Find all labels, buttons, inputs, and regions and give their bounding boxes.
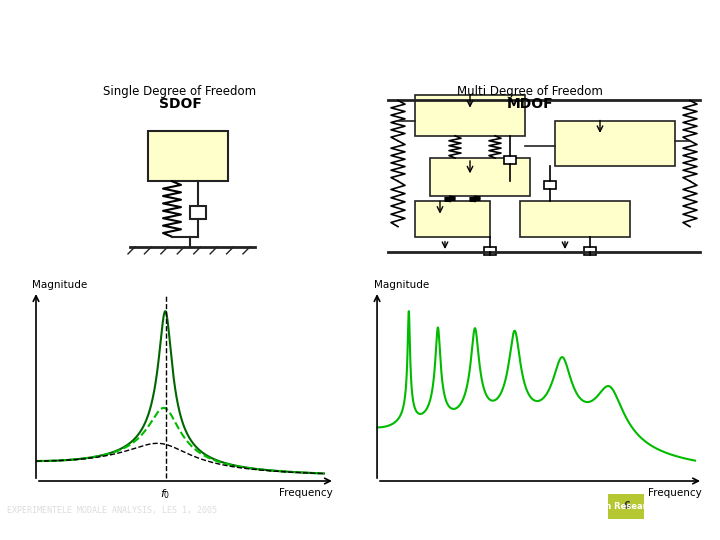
Bar <box>415 96 525 136</box>
Text: Acoustics & Vibration Research Group: Acoustics & Vibration Research Group <box>509 502 690 511</box>
Text: Magnitude: Magnitude <box>32 280 88 289</box>
Bar <box>544 181 556 190</box>
Bar <box>520 201 630 237</box>
Text: Magnitude: Magnitude <box>374 280 430 289</box>
Text: 6: 6 <box>623 502 630 511</box>
Text: SDOF: SDOF <box>158 97 202 111</box>
Text: EXPERIMENTELE MODALE ANALYSIS, LES 1, 2005: EXPERIMENTELE MODALE ANALYSIS, LES 1, 20… <box>7 505 217 515</box>
Bar <box>430 158 530 197</box>
Bar <box>415 201 490 237</box>
Bar <box>190 206 206 219</box>
Bar <box>148 131 228 181</box>
Bar <box>608 494 644 519</box>
Bar <box>555 120 675 166</box>
Text: $f_0$: $f_0$ <box>161 488 171 502</box>
Text: Frequency: Frequency <box>647 488 701 498</box>
Text: Multi Degree of Freedom: Multi Degree of Freedom <box>457 85 603 98</box>
Bar <box>584 247 596 255</box>
Text: MDOF: MDOF <box>507 97 553 111</box>
Text: Single Degree of Freedom: Single Degree of Freedom <box>104 85 256 98</box>
Text: Frequency: Frequency <box>279 488 333 498</box>
Bar <box>484 247 496 255</box>
Bar <box>504 156 516 164</box>
Text: Frequency Response of MDOF System: Frequency Response of MDOF System <box>18 23 544 51</box>
Text: Vrije Universiteit Brussel: Vrije Universiteit Brussel <box>503 525 698 539</box>
